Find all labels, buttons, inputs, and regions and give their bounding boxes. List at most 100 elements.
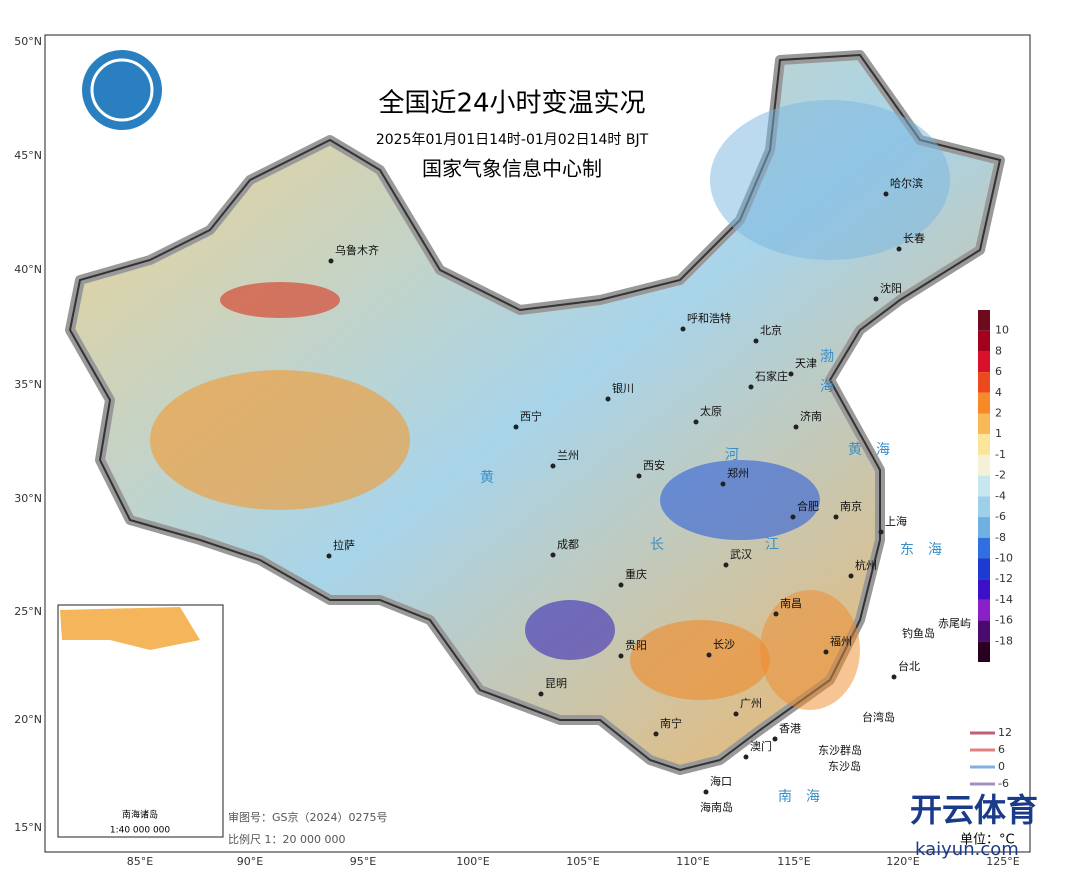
- city-dot: [823, 649, 829, 655]
- legend-swatch: [978, 434, 990, 455]
- legend-swatch: [978, 579, 990, 600]
- city-dot: [618, 582, 624, 588]
- sea-label: 长: [650, 537, 664, 553]
- credit: 国家气象信息中心制: [422, 157, 602, 181]
- city-label: 石家庄: [755, 369, 788, 383]
- city-dot: [873, 296, 879, 302]
- city-dot: [636, 473, 642, 479]
- city-dot: [513, 424, 519, 430]
- city-dot: [848, 573, 854, 579]
- city-label: 合肥: [797, 499, 819, 513]
- sea-label: 南 海: [778, 789, 820, 805]
- sea-label: 黄 海: [848, 441, 890, 458]
- city-label: 郑州: [727, 466, 749, 480]
- contour-label: -6: [998, 777, 1009, 790]
- legend-label: -8: [995, 531, 1006, 544]
- place-label: 台湾岛: [862, 710, 895, 724]
- lon-label: 105°E: [566, 855, 599, 868]
- city-dot: [788, 371, 794, 377]
- city-label: 长春: [903, 232, 925, 245]
- lon-label: 90°E: [237, 855, 263, 868]
- city-label: 贵阳: [625, 639, 647, 652]
- city-label: 南京: [840, 499, 862, 513]
- city-dot: [773, 611, 779, 617]
- title: 全国近24小时变温实况: [378, 89, 645, 119]
- city-label: 海口: [710, 774, 732, 788]
- legend-swatch: [978, 392, 990, 414]
- legend-swatch: [978, 537, 990, 559]
- review-number: 审图号：GS京（2024）0275号: [228, 810, 388, 824]
- city-dot: [703, 789, 709, 795]
- city-dot: [680, 326, 686, 332]
- contour-label: 0: [998, 760, 1005, 773]
- sea-label: 渤: [820, 349, 834, 365]
- legend-swatch: [978, 517, 990, 538]
- logo-ring: [90, 58, 154, 122]
- legend-label: -18: [995, 634, 1013, 647]
- city-label: 哈尔滨: [890, 176, 923, 190]
- warm-area: [220, 282, 340, 318]
- cold-area: [525, 600, 615, 660]
- city-dot: [753, 338, 759, 344]
- city-dot: [326, 553, 332, 559]
- city-label: 呼和浩特: [687, 311, 731, 325]
- city-dot: [733, 711, 739, 717]
- sea-label: 河: [725, 447, 739, 463]
- lon-label: 110°E: [676, 855, 709, 868]
- place-label: 赤尾屿: [938, 617, 971, 630]
- city-dot: [896, 246, 902, 252]
- lon-label: 115°E: [777, 855, 810, 868]
- legend-label: 4: [995, 386, 1002, 399]
- legend-swatch: [978, 330, 990, 352]
- city-label: 沈阳: [880, 281, 902, 295]
- city-label: 台北: [898, 659, 920, 673]
- city-dot: [693, 419, 699, 425]
- city-dot: [653, 731, 659, 737]
- city-label: 澳门: [750, 739, 772, 753]
- city-label: 广州: [740, 697, 762, 710]
- sea-label: 江: [765, 537, 779, 553]
- lat-label: 15°N: [14, 821, 42, 834]
- legend-label: -4: [995, 489, 1006, 502]
- place-label: 东沙群岛: [818, 743, 862, 757]
- city-dot: [723, 562, 729, 568]
- warm-area: [760, 590, 860, 710]
- city-dot: [328, 258, 334, 264]
- sea-label: 海: [820, 379, 834, 395]
- legend-swatch: [978, 310, 990, 331]
- legend-label: -12: [995, 572, 1013, 585]
- lat-label: 20°N: [14, 713, 42, 726]
- city-dot: [550, 463, 556, 469]
- lat-label: 30°N: [14, 492, 42, 505]
- city-label: 长沙: [713, 638, 735, 651]
- legend-label: 6: [995, 365, 1002, 378]
- lon-label: 100°E: [456, 855, 489, 868]
- legend-swatch: [978, 558, 990, 580]
- logo: [82, 50, 162, 130]
- legend-swatch: [978, 641, 990, 662]
- watermark-url: kaiyun.com: [915, 839, 1019, 860]
- city-label: 昆明: [545, 677, 567, 690]
- legend-swatch: [978, 413, 990, 435]
- lat-label: 35°N: [14, 378, 42, 391]
- city-dot: [748, 384, 754, 390]
- city-dot: [706, 652, 712, 658]
- city-label: 太原: [700, 405, 722, 418]
- warm-area: [630, 620, 770, 700]
- legend-label: -10: [995, 551, 1013, 564]
- lon-label: 125°E: [986, 855, 1019, 868]
- lat-label: 25°N: [14, 605, 42, 618]
- legend-label: 2: [995, 407, 1002, 420]
- city-label: 南宁: [660, 716, 682, 730]
- cold-area: [710, 100, 950, 260]
- city-dot: [720, 481, 726, 487]
- city-label: 济南: [800, 409, 822, 423]
- city-dot: [618, 653, 624, 659]
- city-label: 成都: [557, 538, 579, 551]
- legend-label: 1: [995, 427, 1002, 440]
- city-label: 兰州: [557, 449, 579, 462]
- city-dot: [883, 191, 889, 197]
- city-dot: [550, 552, 556, 558]
- legend-label: -6: [995, 510, 1006, 523]
